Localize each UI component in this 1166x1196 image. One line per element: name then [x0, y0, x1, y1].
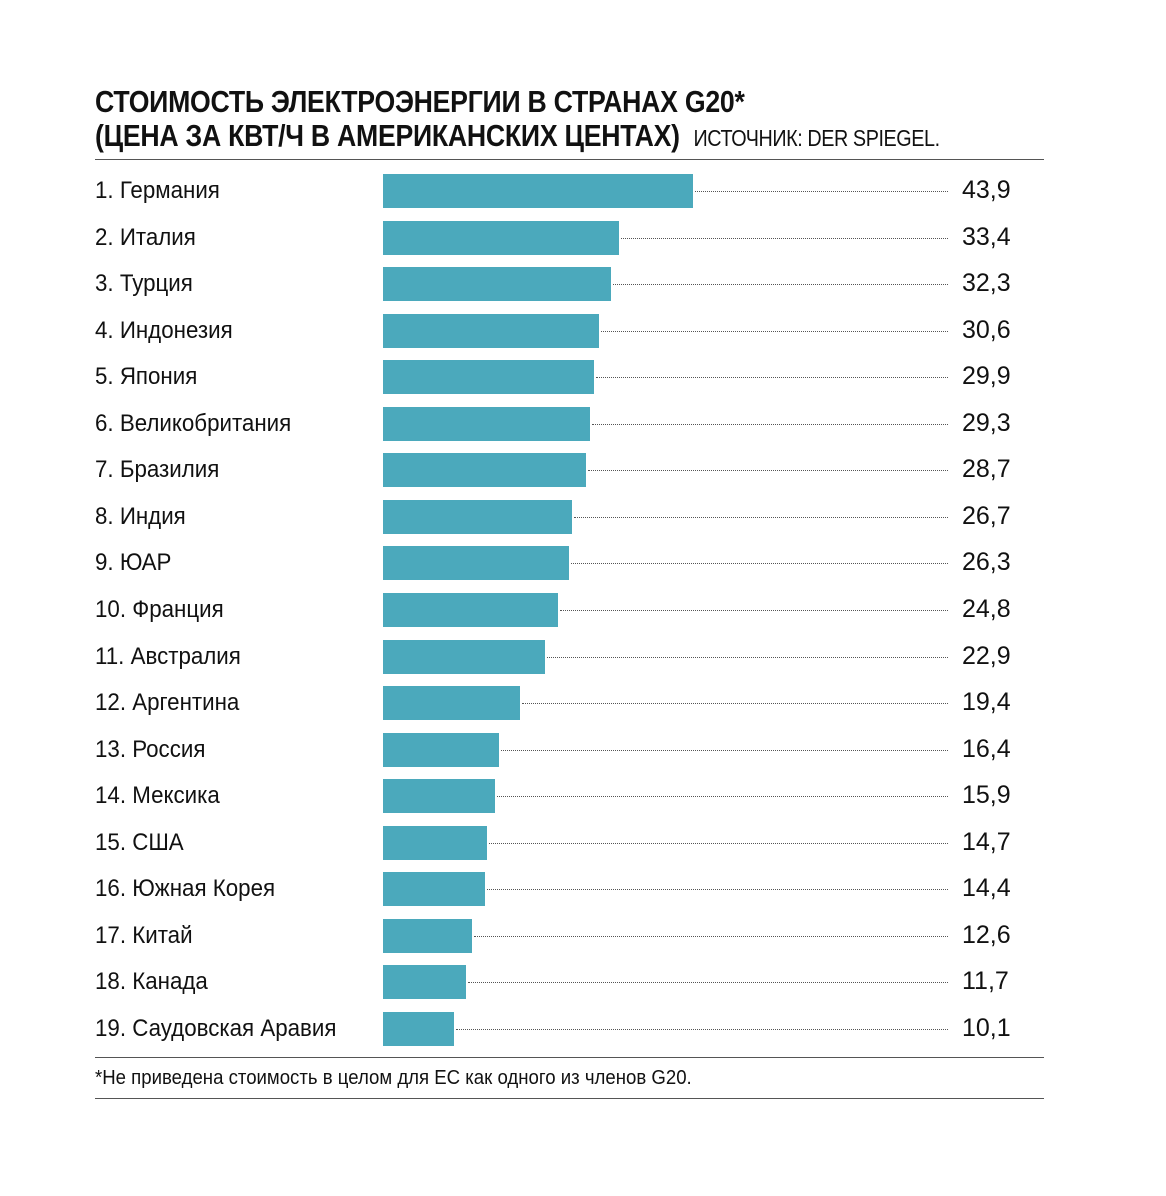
bar: [383, 1011, 455, 1046]
bar: [383, 779, 496, 814]
leader-line: [573, 516, 948, 518]
leader-line: [546, 656, 948, 658]
bar: [383, 313, 600, 348]
leader-line: [467, 982, 948, 984]
category-label: 16. Южная Корея: [95, 875, 276, 903]
value-label: 26,7: [962, 501, 1011, 530]
category-label: 17. Китай: [95, 921, 193, 949]
leader-line: [473, 935, 948, 937]
bar: [383, 360, 595, 395]
source-note: ИСТОЧНИК: DER SPIEGEL.: [693, 125, 941, 151]
value-label: 24,8: [962, 594, 1011, 623]
category-label: 2. Италия: [95, 223, 196, 251]
leader-line: [620, 237, 948, 239]
category-label: 15. США: [95, 828, 184, 856]
category-label: 13. Россия: [95, 735, 206, 763]
footnote: *Не приведена стоимость в целом для ЕС к…: [95, 1067, 692, 1089]
chart-title: СТОИМОСТЬ ЭЛЕКТРОЭНЕРГИИ В СТРАНАХ G20*: [95, 84, 745, 119]
value-label: 28,7: [962, 455, 1011, 484]
category-label: 14. Мексика: [95, 782, 220, 810]
leader-line: [521, 703, 948, 705]
chart-subtitle: (ЦЕНА ЗА КВТ/Ч В АМЕРИКАНСКИХ ЦЕНТАХ): [95, 118, 680, 153]
bar: [383, 546, 569, 581]
value-label: 43,9: [962, 176, 1011, 204]
bar: [383, 965, 466, 1000]
bar: [383, 499, 572, 534]
value-label: 30,6: [962, 315, 1011, 344]
bar: [383, 592, 559, 627]
value-label: 16,4: [962, 734, 1011, 763]
leader-line: [488, 842, 948, 844]
bar: [383, 267, 612, 302]
bar: [383, 872, 485, 907]
bar: [383, 918, 472, 953]
leader-line: [613, 284, 948, 286]
value-label: 29,9: [962, 362, 1011, 391]
leader-line: [570, 563, 948, 565]
leader-line: [596, 377, 948, 379]
value-label: 33,4: [962, 222, 1011, 251]
leader-line: [601, 330, 948, 332]
category-label: 19. Саудовская Аравия: [95, 1014, 337, 1042]
leader-line: [695, 191, 948, 192]
leader-line: [500, 749, 948, 751]
category-label: 5. Япония: [95, 363, 198, 391]
bar: [383, 825, 487, 860]
category-label: 18. Канада: [95, 968, 208, 996]
bar: [383, 732, 499, 767]
leader-line: [486, 889, 948, 891]
value-label: 10,1: [962, 1013, 1011, 1042]
category-label: 9. ЮАР: [95, 549, 172, 577]
footer-divider: [95, 1098, 1044, 1099]
leader-line: [591, 423, 948, 425]
category-label: 11. Австралия: [95, 642, 241, 670]
bottom-divider: [95, 1057, 1044, 1058]
category-label: 6. Великобритания: [95, 409, 292, 437]
category-label: 1. Германия: [95, 177, 220, 204]
category-label: 7. Бразилия: [95, 456, 220, 484]
leader-line: [587, 470, 948, 472]
value-label: 22,9: [962, 641, 1011, 670]
category-label: 8. Индия: [95, 502, 186, 530]
top-divider: [95, 159, 1044, 160]
value-label: 26,3: [962, 548, 1011, 577]
value-label: 12,6: [962, 920, 1011, 949]
leader-line: [560, 609, 948, 611]
value-label: 11,7: [962, 967, 1009, 996]
value-label: 15,9: [962, 781, 1011, 810]
category-label: 3. Турция: [95, 270, 193, 298]
bar: [383, 220, 619, 255]
leader-line: [497, 796, 948, 798]
bar: [383, 686, 520, 721]
value-label: 14,4: [962, 874, 1011, 903]
category-label: 4. Индонезия: [95, 316, 233, 344]
category-label: 12. Аргентина: [95, 689, 240, 717]
bar: [383, 453, 586, 488]
value-label: 14,7: [962, 827, 1011, 856]
category-label: 10. Франция: [95, 595, 224, 623]
leader-line: [456, 1028, 948, 1030]
value-label: 29,3: [962, 408, 1011, 437]
bar: [383, 639, 545, 674]
bar: [383, 174, 693, 208]
value-label: 19,4: [962, 688, 1011, 717]
value-label: 32,3: [962, 269, 1011, 298]
bar: [383, 406, 590, 441]
chart-subtitle-line: (ЦЕНА ЗА КВТ/Ч В АМЕРИКАНСКИХ ЦЕНТАХ) ИСТ…: [95, 118, 940, 154]
